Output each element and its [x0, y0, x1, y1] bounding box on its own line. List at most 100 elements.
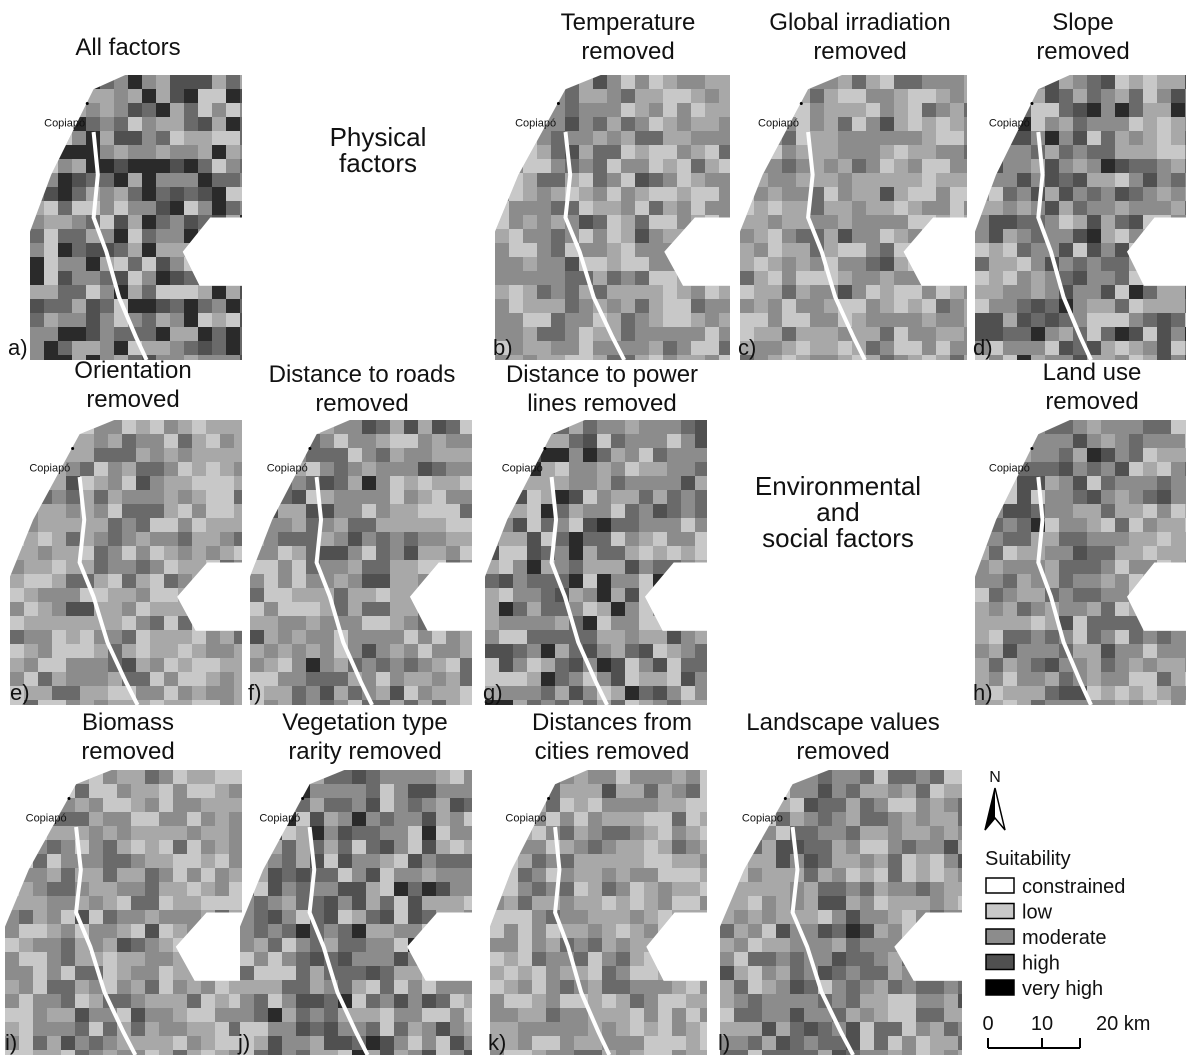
map-cell	[565, 313, 579, 327]
map-cell	[170, 257, 184, 271]
map-cell	[1157, 644, 1171, 658]
map-cell	[268, 994, 282, 1008]
map-cell	[292, 546, 306, 560]
map-cell	[1031, 243, 1045, 257]
map-cell	[705, 229, 719, 243]
map-cell	[653, 546, 667, 560]
map-cell	[597, 560, 611, 574]
map-cell	[734, 896, 748, 910]
map-cell	[782, 313, 796, 327]
map-cell	[229, 1008, 242, 1022]
map-cell	[1031, 602, 1045, 616]
map-cell	[964, 75, 967, 89]
map-cell	[975, 602, 989, 616]
map-cell	[958, 854, 962, 868]
map-cell	[523, 187, 537, 201]
map-cell	[782, 103, 796, 117]
map-cell	[691, 159, 705, 173]
map-cell	[748, 1022, 762, 1036]
map-cell	[513, 616, 527, 630]
map-cell	[846, 798, 860, 812]
map-cell	[19, 938, 33, 952]
map-cell	[832, 952, 846, 966]
map-cell	[390, 546, 404, 560]
map-cell	[989, 243, 1003, 257]
map-cell	[546, 868, 560, 882]
map-cell	[1143, 229, 1157, 243]
map-cell	[38, 588, 52, 602]
map-cell	[975, 201, 989, 215]
map-cell	[296, 840, 310, 854]
map-cell	[541, 630, 555, 644]
map-cell	[66, 448, 80, 462]
map-cell	[790, 784, 804, 798]
map-cell	[663, 187, 677, 201]
map-cell	[691, 299, 705, 313]
map-cell	[52, 700, 66, 705]
map-cell	[686, 882, 700, 896]
map-cell	[170, 271, 184, 285]
map-cell	[958, 812, 962, 826]
map-cell	[108, 546, 122, 560]
map-cell	[686, 994, 700, 1008]
map-cell	[1017, 448, 1031, 462]
map-cell	[1101, 448, 1115, 462]
map-cell	[215, 966, 229, 980]
map-cell	[667, 448, 681, 462]
map-cell	[206, 630, 220, 644]
map-cell	[936, 257, 950, 271]
map-cell	[234, 644, 242, 658]
map-cell	[47, 854, 61, 868]
map-cell	[754, 215, 768, 229]
map-cell	[268, 1008, 282, 1022]
map-cell	[52, 602, 66, 616]
map-cell	[173, 826, 187, 840]
map-cell	[72, 271, 86, 285]
map-cell	[541, 700, 555, 705]
map-cell	[804, 840, 818, 854]
map-cell	[902, 868, 916, 882]
map-cell	[720, 798, 734, 812]
map-cell	[860, 924, 874, 938]
map-cell	[796, 173, 810, 187]
map-cell	[310, 1050, 324, 1055]
map-cell	[1171, 131, 1185, 145]
map-cell	[306, 658, 320, 672]
map-cell	[1073, 285, 1087, 299]
map-cell	[930, 798, 944, 812]
map-cell	[958, 938, 962, 952]
map-cell	[1017, 602, 1031, 616]
map-cell	[832, 1050, 846, 1055]
map-cell	[94, 700, 108, 705]
map-cell	[658, 1022, 672, 1036]
map-cell	[164, 700, 178, 705]
map-cell	[908, 89, 922, 103]
map-cell	[254, 1008, 268, 1022]
map-cell	[10, 574, 24, 588]
map-cell	[495, 131, 509, 145]
map-cell	[422, 980, 436, 994]
map-cell	[436, 868, 450, 882]
map-cell	[352, 896, 366, 910]
map-cell	[1171, 630, 1185, 644]
panel-title: removed	[1036, 38, 1129, 65]
map-cell	[1087, 173, 1101, 187]
map-cell	[1115, 490, 1129, 504]
map-cell	[206, 462, 220, 476]
map-cell	[103, 840, 117, 854]
map-cell	[352, 924, 366, 938]
map-cell	[250, 434, 264, 448]
map-cell	[762, 784, 776, 798]
city-dot	[1030, 102, 1034, 105]
map-cell	[740, 341, 754, 355]
map-cell	[860, 910, 874, 924]
map-cell	[229, 910, 242, 924]
map-cell	[376, 630, 390, 644]
map-cell	[485, 532, 499, 546]
map-cell	[866, 117, 880, 131]
map-cell	[94, 448, 108, 462]
map-cell	[1003, 602, 1017, 616]
map-cell	[240, 341, 242, 355]
map-cell	[226, 159, 240, 173]
map-cell	[509, 201, 523, 215]
